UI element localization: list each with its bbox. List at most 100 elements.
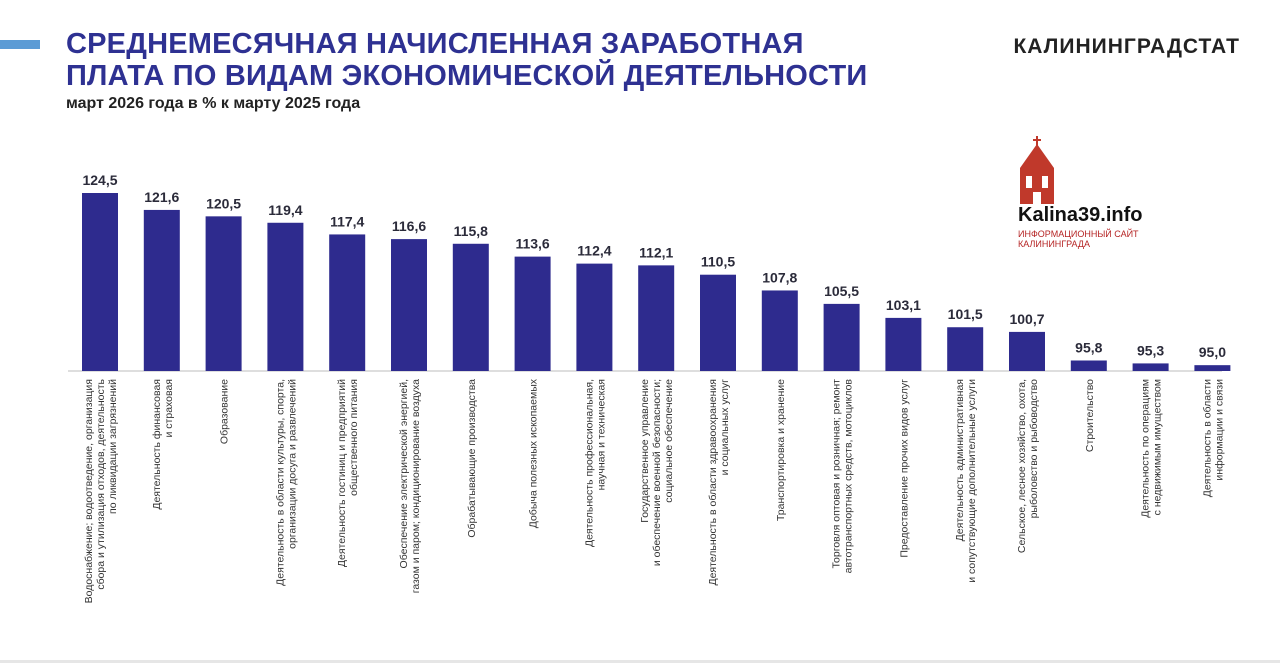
category-label: Деятельность в области информации и связи	[1201, 379, 1225, 497]
category-label-line: Водоснабжение; водоотведение, организаци…	[83, 379, 95, 603]
bar-value-label: 95,3	[1137, 342, 1164, 358]
bar	[885, 317, 922, 371]
category-label: Обеспечение электрической энергией, газом…	[398, 379, 422, 593]
category-label: Строительство	[1084, 379, 1096, 452]
category-label-line: и страховая	[163, 379, 175, 437]
category-label: Торговля оптовая и розничная; ремонт авто…	[831, 379, 855, 574]
watermark-tagline: ИНФОРМАЦИОННЫЙ САЙТ КАЛИНИНГРАДА	[1018, 229, 1139, 249]
bar-value-label: 112,4	[577, 243, 611, 259]
accent-bar	[0, 40, 40, 49]
category-label-line: Деятельность в области здравоохранения	[707, 379, 719, 586]
category-label-line: автотранспортных средств, мотоциклов	[843, 379, 855, 574]
category-label: Деятельность административная и сопутству…	[954, 379, 978, 583]
category-label: Обрабатывающие производства	[466, 379, 478, 538]
bar	[638, 265, 675, 371]
category-label-line: сбора и утилизация отходов, деятельность	[95, 378, 107, 589]
category-label-line: Деятельность по операциям	[1140, 379, 1152, 518]
category-label-line: рыболовство и рыбоводство	[1028, 379, 1040, 519]
bar	[267, 222, 304, 371]
category-label-line: Сельское, лесное хозяйство, охота,	[1016, 379, 1028, 553]
bar-value-label: 119,4	[268, 202, 302, 218]
bar-value-label: 101,5	[948, 306, 983, 322]
category-label-line: Торговля оптовая и розничная; ремонт	[831, 379, 843, 569]
bar	[143, 209, 180, 371]
church-icon	[1020, 136, 1054, 204]
bar-value-label: 113,6	[515, 236, 549, 252]
bar-value-label: 116,6	[392, 218, 426, 234]
category-label: Водоснабжение; водоотведение, организаци…	[83, 378, 119, 603]
category-label: Предоставление прочих видов услуг	[898, 379, 910, 558]
category-label-line: общественного питания	[348, 379, 360, 496]
bar	[1070, 360, 1107, 371]
watermark-logo: Kalina39.info ИНФОРМАЦИОННЫЙ САЙТ КАЛИНИ…	[1012, 134, 1212, 259]
category-label-line: и социальных услуг	[719, 379, 731, 476]
bar-value-label: 95,8	[1075, 339, 1102, 355]
category-label-line: Транспортировка и хранение	[775, 379, 787, 521]
title-line-2: ПЛАТА ПО ВИДАМ ЭКОНОМИЧЕСКОЙ ДЕЯТЕЛЬНОСТ…	[66, 60, 868, 92]
category-label-line: информации и связи	[1213, 379, 1225, 481]
category-label: Деятельность профессиональная, научная и …	[583, 379, 607, 547]
category-label-line: научная и техническая	[595, 379, 607, 490]
category-label-line: Государственное управление	[639, 379, 651, 523]
category-label: Сельское, лесное хозяйство, охота, рыболо…	[1016, 379, 1040, 553]
bar	[823, 303, 860, 371]
category-label: Деятельность по операциям с недвижимым им…	[1140, 379, 1164, 518]
bar	[700, 274, 736, 371]
category-label-line: по ликвидации загрязнений	[107, 379, 119, 514]
category-label-line: Строительство	[1084, 379, 1096, 452]
bar-value-label: 107,8	[762, 269, 797, 285]
bar	[205, 216, 242, 371]
title-line-1: СРЕДНЕМЕСЯЧНАЯ НАЧИСЛЕННАЯ ЗАРАБОТНАЯ	[66, 28, 804, 60]
category-label-line: и обеспечение военной безопасности;	[651, 379, 663, 566]
category-label-line: Обеспечение электрической энергией,	[398, 379, 410, 568]
bar	[1132, 363, 1169, 371]
category-label-line: организации досуга и развлечений	[286, 379, 298, 549]
bar-value-label: 120,5	[206, 195, 241, 211]
bar-value-label: 115,8	[454, 223, 488, 239]
bar	[391, 239, 427, 371]
category-label-line: и сопутствующие дополнительные услуги	[966, 379, 978, 583]
category-label-line: Предоставление прочих видов услуг	[898, 379, 910, 558]
bar-value-label: 100,7	[1009, 311, 1044, 327]
category-label-line: газом и паром; кондиционирование воздуха	[410, 379, 422, 593]
bar	[452, 243, 489, 371]
category-label: Образование	[219, 379, 231, 444]
category-label-line: Деятельность административная	[954, 379, 966, 541]
category-label-line: Деятельность финансовая	[151, 379, 163, 510]
bar	[947, 327, 984, 371]
brand-logo: КАЛИНИНГРАДСТАТ	[1013, 35, 1240, 58]
category-label: Деятельность в области культуры, спорта,…	[274, 379, 298, 586]
bar-value-label: 121,6	[144, 189, 179, 205]
bar	[1194, 365, 1231, 371]
bar	[82, 193, 118, 371]
bar-value-label: 103,1	[886, 297, 921, 313]
bar	[329, 234, 366, 371]
watermark-site-name: Kalina39.info	[1018, 204, 1143, 226]
bar-value-label: 117,4	[330, 213, 364, 229]
category-label: Деятельность гостиниц и предприятий общес…	[336, 379, 360, 567]
bar	[761, 290, 798, 371]
bar	[514, 256, 551, 371]
category-label: Транспортировка и хранение	[775, 379, 787, 521]
bar-value-label: 112,1	[639, 244, 673, 260]
bar-value-label: 95,0	[1199, 344, 1226, 360]
category-label-line: Деятельность гостиниц и предприятий	[336, 379, 348, 567]
category-label-line: социальное обеспечение	[663, 379, 675, 503]
category-label: Деятельность в области здравоохранения и …	[707, 379, 731, 586]
bar	[576, 263, 613, 371]
category-label-line: Добыча полезных ископаемых	[528, 378, 540, 528]
category-label: Государственное управление и обеспечение …	[639, 379, 675, 566]
category-label: Деятельность финансовая и страховая	[151, 379, 175, 510]
category-label-line: Обрабатывающие производства	[466, 379, 478, 538]
bottom-divider	[0, 660, 1280, 663]
category-label-line: Деятельность профессиональная,	[583, 379, 595, 547]
bar	[1009, 331, 1045, 371]
bar-value-label: 105,5	[824, 283, 859, 299]
category-label-line: с недвижимым имуществом	[1152, 379, 1164, 515]
category-label-line: Деятельность в области культуры, спорта,	[274, 379, 286, 586]
category-label-line: Образование	[219, 379, 231, 444]
category-label: Добыча полезных ископаемых	[528, 378, 540, 528]
bar-value-label: 124,5	[82, 172, 117, 188]
category-label-line: Деятельность в области	[1201, 379, 1213, 497]
